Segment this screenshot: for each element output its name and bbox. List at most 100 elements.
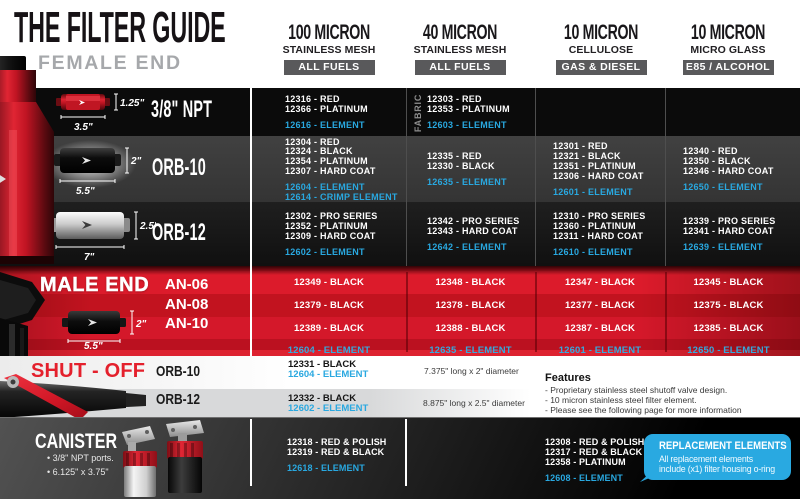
- column-header-40-micron: 40 MICRON STAINLESS MESH ALL FUELS: [385, 22, 535, 75]
- section-subtitle-female-end: FEMALE END: [38, 52, 182, 74]
- part-list: 12318 - RED & POLISH 12319 - RED & BLACK: [287, 437, 387, 458]
- part-list: 12316 - RED 12366 - PLATINUM: [285, 94, 368, 115]
- text-line: 12341 - HARD COAT: [683, 226, 774, 237]
- male-end-heading: MALE END: [40, 274, 150, 296]
- text-line: 12304 - RED: [285, 136, 340, 147]
- dimension-label: 2": [130, 156, 142, 167]
- column-media-label: STAINLESS MESH: [282, 44, 376, 56]
- element-list: 12602 - ELEMENT: [285, 242, 365, 257]
- column-divider: [665, 272, 667, 352]
- canister-filters-image: [122, 420, 204, 497]
- column-divider: [665, 88, 666, 266]
- text-line: 12306 - HARD COAT: [553, 171, 644, 182]
- text-line: 12602 - ELEMENT: [285, 246, 365, 257]
- dimension-label: 3.5": [74, 122, 93, 133]
- dimension-label: 7": [84, 252, 95, 263]
- label-column-divider: [250, 88, 252, 266]
- cell-an08-cellulose: 12377 - BLACK: [564, 300, 636, 311]
- dimension-label: 5.5": [84, 341, 103, 352]
- column-micron-label: 10 MICRON: [690, 21, 766, 44]
- column-media-label: MICRO GLASS: [690, 44, 766, 56]
- shutoff-row-orb10: [0, 356, 800, 389]
- cell-an06-100micron: 12349 - BLACK: [293, 277, 365, 288]
- text-line: 12608 - ELEMENT: [545, 472, 623, 483]
- features-title: Features: [545, 372, 591, 384]
- replacement-elements-title: REPLACEMENT ELEMENTS: [659, 440, 787, 452]
- text-line: 12610 - ELEMENT: [553, 246, 633, 257]
- text-line: 12650 - ELEMENT: [683, 181, 763, 192]
- fuel-badge: E85 / ALCOHOL: [682, 60, 774, 75]
- cell-an08-microglass: 12375 - BLACK: [693, 300, 764, 311]
- cell-orb10-microglass: 12340 - RED 12350 - BLACK 12346 - HARD COA…: [683, 136, 798, 203]
- female-row-npt: [0, 88, 800, 136]
- cell-an08-40micron: 12378 - BLACK: [435, 300, 506, 311]
- shutoff-part: 12332 - BLACK: [288, 393, 357, 404]
- text-line: 12324 - BLACK: [285, 146, 353, 157]
- row-label-an08: AN-08: [165, 296, 209, 313]
- cell-elements-cellulose: 12601 - ELEMENT: [558, 345, 642, 356]
- text-line: 12351 - PLATINUM: [553, 161, 636, 172]
- cell-orb12-40micron: 12342 - PRO SERIES 12343 - HARD COAT 1264…: [427, 202, 532, 276]
- canister-section: CANISTER • 3/8" NPT ports. • 6.125" x 3.7…: [0, 417, 800, 499]
- text-line: 12302 - PRO SERIES: [285, 211, 378, 222]
- female-row-orb12: [0, 202, 800, 266]
- column-media-label: STAINLESS MESH: [413, 44, 507, 56]
- shutoff-section: SHUT - OFF ORB-10 ORB-12 12331 - BLACK 1…: [0, 356, 800, 420]
- text-line: 12307 - HARD COAT: [285, 166, 376, 177]
- part-list: 12339 - PRO SERIES 12341 - HARD COAT: [683, 216, 776, 237]
- cell-an10-40micron: 12388 - BLACK: [435, 323, 506, 334]
- part-list: 12308 - RED & POLISH 12317 - RED & BLACK 1…: [545, 438, 644, 468]
- text-line: 12603 - ELEMENT: [427, 119, 507, 130]
- element-list: 12639 - ELEMENT: [683, 237, 763, 252]
- text-line: 12321 - BLACK: [553, 151, 621, 162]
- cell-npt-40micron: 12303 - RED 12353 - PLATINUM 12603 - ELEM…: [427, 88, 532, 145]
- cell-an10-microglass: 12385 - BLACK: [693, 323, 764, 334]
- element-list: 12635 - ELEMENT: [427, 172, 507, 187]
- male-end-section: MALE END AN-06 AN-08 AN-10 12349 - BLACK…: [0, 266, 800, 356]
- text-line: • 6.125" x 3.75": [47, 467, 109, 477]
- fuel-badge: ALL FUELS: [414, 60, 506, 75]
- column-micron-label: 100 MICRON: [288, 21, 370, 44]
- dimension-label: 2": [135, 319, 147, 330]
- row-label-npt: 3/8" NPT: [151, 96, 213, 123]
- text-line: 12343 - HARD COAT: [427, 226, 518, 237]
- orb12-filter-image: 2.5" 7": [50, 211, 156, 263]
- text-line: 12335 - RED: [427, 151, 482, 162]
- text-line: 12311 - HARD COAT: [553, 231, 644, 242]
- shutoff-dimensions: 8.875" long x 2.5" diameter: [423, 398, 525, 408]
- cell-an08-100micron: 12379 - BLACK: [293, 300, 365, 311]
- text-line: 12301 - RED: [553, 141, 608, 152]
- element-list: 12608 - ELEMENT: [545, 468, 623, 483]
- cell-npt-100micron: 12316 - RED 12366 - PLATINUM 12616 - ELEM…: [285, 88, 403, 145]
- cell-an10-cellulose: 12387 - BLACK: [564, 323, 636, 334]
- shutoff-element: 12604 - ELEMENT: [288, 369, 369, 380]
- element-list: 12601 - ELEMENT: [553, 182, 633, 197]
- features-list: - Proprietary stainless steel shutoff va…: [545, 385, 742, 415]
- dimension-label: 1.25": [120, 98, 144, 109]
- text-line: 12339 - PRO SERIES: [683, 216, 776, 227]
- text-line: 12316 - RED: [285, 94, 340, 105]
- column-header-100-micron: 100 MICRON STAINLESS MESH ALL FUELS: [254, 22, 404, 75]
- cell-orb10-100micron: 12304 - RED 12324 - BLACK 12354 - PLATINUM…: [285, 136, 403, 203]
- cell-canister-100micron: 12318 - RED & POLISH 12319 - RED & BLACK …: [287, 424, 405, 487]
- cell-an06-cellulose: 12347 - BLACK: [564, 277, 636, 288]
- element-list: 12604 - ELEMENT 12614 - CRIMP ELEMENT: [285, 177, 398, 202]
- element-list: 12642 - ELEMENT: [427, 237, 507, 252]
- text-line: 12340 - RED: [683, 146, 738, 157]
- row-label-shutoff-orb10: ORB-10: [156, 363, 201, 380]
- red-bottle-image: [0, 56, 54, 264]
- element-list: 12610 - ELEMENT: [553, 242, 633, 257]
- part-list: 12301 - RED 12321 - BLACK 12351 - PLATINUM…: [553, 142, 644, 182]
- fuel-badge: GAS & DIESEL: [555, 60, 647, 75]
- element-list: 12616 - ELEMENT: [285, 115, 365, 130]
- dimension-label: 5.5": [76, 186, 95, 197]
- cell-an06-microglass: 12345 - BLACK: [693, 277, 764, 288]
- canister-heading: CANISTER: [35, 430, 118, 453]
- text-line: 12318 - RED & POLISH: [287, 437, 387, 448]
- text-line: 12346 - HARD COAT: [683, 166, 774, 177]
- cell-orb12-cellulose: 12310 - PRO SERIES 12360 - PLATINUM 12311 …: [553, 202, 663, 276]
- text-line: 12360 - PLATINUM: [553, 221, 636, 232]
- text-line: 12635 - ELEMENT: [427, 176, 507, 187]
- text-line: 12642 - ELEMENT: [427, 241, 507, 252]
